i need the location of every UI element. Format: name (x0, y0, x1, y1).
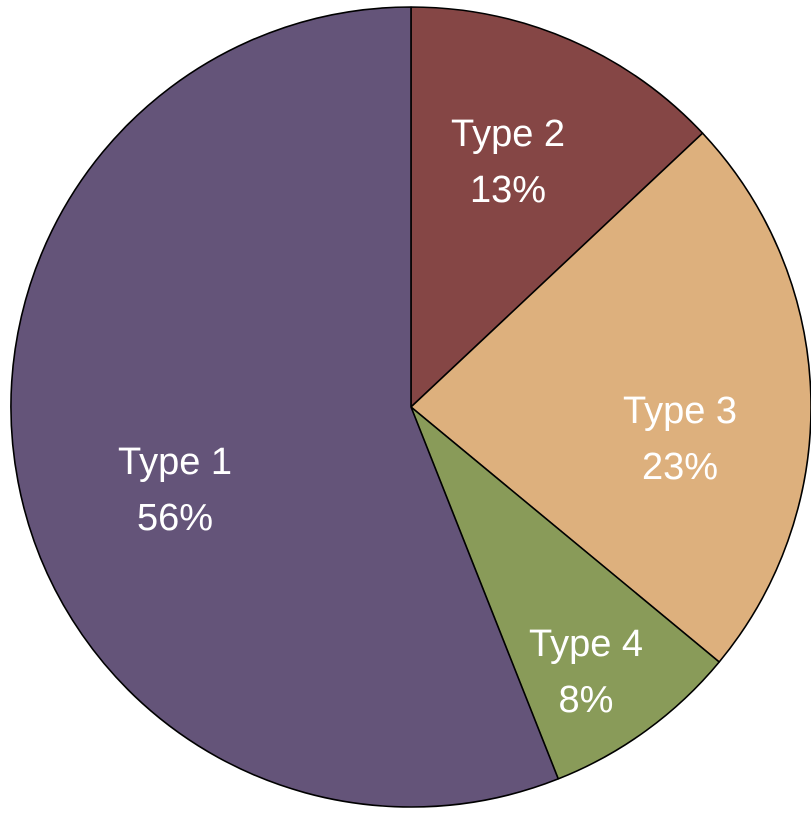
slice-value-type-1: 56% (137, 497, 213, 539)
pie-slices (10, 6, 811, 808)
pie-slice-type-2 (410, 6, 704, 408)
slice-label-type-2: Type 2 (451, 113, 565, 155)
pie-labels: Type 2 13% Type 3 23% Type 4 8% Type 1 56% (118, 113, 737, 721)
slice-label-type-1: Type 1 (118, 441, 232, 483)
slice-value-type-3: 23% (642, 446, 718, 488)
slice-label-type-3: Type 3 (623, 390, 737, 432)
slice-label-type-4: Type 4 (529, 623, 643, 665)
slice-value-type-2: 13% (470, 169, 546, 211)
slice-value-type-4: 8% (559, 679, 614, 721)
pie-slice-type-1 (10, 6, 560, 808)
pie-slice-type-4 (410, 406, 721, 780)
